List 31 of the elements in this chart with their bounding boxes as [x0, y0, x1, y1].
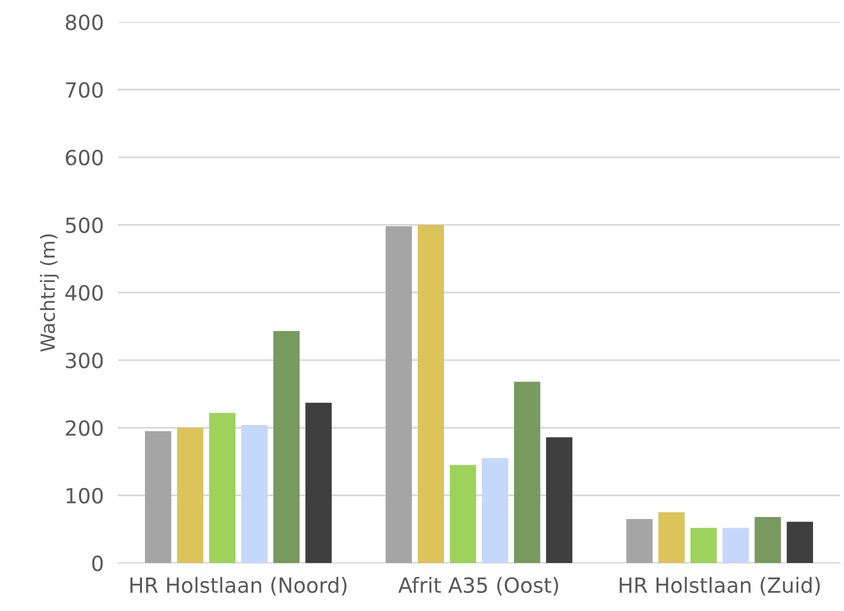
x-tick-label: Afrit A35 (Oost)	[398, 576, 558, 596]
bar	[418, 224, 444, 563]
x-tick-label: HR Holstlaan (Noord)	[130, 576, 346, 596]
bar	[386, 226, 412, 563]
bar	[144, 431, 172, 563]
y-tick-label: 100	[66, 488, 103, 504]
y-axis-title: Wachtrij (m)	[40, 234, 59, 352]
y-tick-label: 500	[66, 217, 103, 234]
bar	[482, 458, 508, 563]
bar	[722, 528, 749, 563]
y-tick-label: 400	[65, 284, 103, 301]
y-tick-label: 600	[66, 150, 103, 166]
y-tick-label: 700	[66, 82, 103, 98]
y-tick-label: 300	[66, 352, 103, 368]
bar	[658, 512, 685, 563]
bar	[177, 428, 204, 563]
bar	[626, 519, 653, 563]
y-tick-label: 800	[66, 14, 103, 30]
bar	[754, 517, 781, 563]
bar	[514, 382, 540, 563]
bar	[241, 425, 268, 563]
bar	[305, 402, 332, 563]
y-tick-label: 200	[66, 420, 103, 436]
y-tick-label: 0	[92, 555, 103, 572]
bar	[546, 437, 572, 563]
bar	[209, 412, 236, 563]
bar	[786, 522, 814, 563]
bar	[690, 528, 717, 563]
bar	[450, 464, 476, 563]
bar	[273, 331, 300, 563]
x-tick-label: HR Holstlaan (Zuid)	[620, 576, 820, 596]
